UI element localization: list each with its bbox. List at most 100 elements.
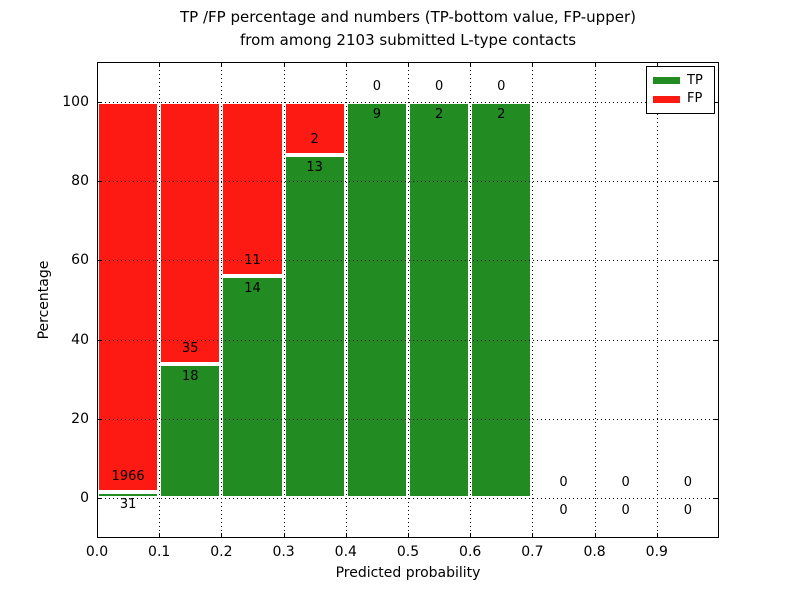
y-tick (97, 101, 102, 103)
y-tick (97, 498, 102, 500)
x-gridline (159, 62, 161, 538)
x-tick (594, 62, 596, 67)
tp-bar-segment (283, 154, 346, 499)
x-gridline (408, 62, 409, 538)
y-tick (97, 260, 102, 262)
legend-fp-label: FP (687, 91, 703, 107)
tp-bar-segment (159, 363, 222, 499)
x-tick-label: 0.7 (521, 544, 544, 560)
y-gridline (97, 181, 719, 182)
x-tick (283, 533, 285, 538)
tp-bar-segment (97, 492, 160, 499)
y-tick-label: 40 (71, 331, 89, 348)
tp-bar-segment (408, 101, 471, 499)
fp-bar-segment (97, 101, 160, 493)
chart-title-line1: TP /FP percentage and numbers (TP-bottom… (180, 8, 636, 26)
y-tick-label: 100 (62, 93, 89, 110)
x-tick (656, 533, 658, 538)
x-gridline (345, 62, 347, 538)
x-tick-label: 0.0 (85, 544, 109, 560)
x-tick-label: 0.9 (645, 544, 668, 560)
x-gridline (221, 62, 223, 538)
x-tick (221, 533, 223, 538)
y-gridline (97, 260, 719, 262)
x-tick (159, 62, 161, 67)
fp-bar-segment (221, 101, 284, 277)
y-tick-label: 80 (71, 173, 89, 189)
x-tick-label: 0.6 (459, 544, 482, 560)
fp-count-label: 0 (372, 78, 382, 94)
tp-count-label: 0 (683, 503, 693, 519)
legend-fp-swatch-icon (653, 95, 680, 103)
x-tick (345, 533, 347, 538)
x-gridline (594, 62, 596, 538)
x-tick (656, 62, 658, 67)
x-gridline (470, 62, 472, 538)
tp-count-label: 0 (559, 503, 568, 519)
x-tick (97, 62, 98, 67)
y-gridline (97, 498, 719, 500)
x-gridline (283, 62, 285, 538)
y-tick (97, 181, 102, 182)
fp-count-label: 0 (434, 78, 444, 94)
legend: TP FP (646, 66, 715, 114)
y-gridline (97, 419, 719, 420)
x-tick (159, 533, 161, 538)
tp-count-label: 2 (497, 106, 506, 122)
tp-count-label: 2 (434, 106, 444, 122)
x-tick-label: 0.2 (210, 544, 233, 560)
y-tick-label: 20 (71, 411, 89, 427)
x-tick (408, 533, 409, 538)
tp-bar-segment (470, 101, 533, 499)
x-tick (532, 62, 534, 67)
tp-count-label: 13 (306, 159, 323, 175)
y-tick (97, 419, 102, 420)
legend-tp-swatch-icon (653, 77, 680, 85)
tp-bar-segment (345, 101, 408, 499)
tp-count-label: 18 (182, 368, 199, 384)
y-tick (714, 260, 719, 262)
fp-count-label: 2 (310, 131, 319, 147)
fp-count-label: 1966 (111, 469, 145, 485)
y-tick (97, 339, 102, 341)
tp-count-label: 31 (119, 497, 137, 513)
x-gridline (656, 62, 658, 538)
x-tick (221, 62, 223, 67)
x-tick-label: 0.4 (334, 544, 357, 560)
x-tick-label: 0.1 (148, 544, 171, 560)
y-tick (714, 419, 719, 420)
tp-count-label: 14 (244, 281, 261, 297)
legend-entry-tp: TP (653, 72, 708, 88)
fp-count-label: 0 (621, 475, 630, 491)
y-gridline (97, 101, 719, 103)
y-tick (714, 181, 719, 182)
x-axis-label: Predicted probability (335, 565, 481, 581)
x-tick (408, 62, 409, 67)
y-axis-label: Percentage (36, 260, 52, 340)
y-tick-label: 60 (71, 252, 89, 269)
y-tick-label: 0 (80, 490, 89, 507)
x-tick-label: 0.3 (272, 544, 295, 560)
y-tick (714, 339, 719, 341)
chart-title-line2: from among 2103 submitted L-type contact… (239, 31, 577, 49)
x-tick (345, 62, 347, 67)
tp-count-label: 0 (621, 503, 630, 519)
x-tick (594, 533, 596, 538)
fp-bar-segment (159, 101, 222, 364)
x-tick (97, 533, 98, 538)
legend-entry-fp: FP (653, 92, 708, 106)
fp-count-label: 0 (559, 475, 568, 491)
y-gridline (97, 339, 719, 341)
fp-count-label: 0 (497, 78, 506, 94)
x-tick (532, 533, 534, 538)
x-tick (283, 62, 285, 67)
x-gridline (532, 62, 534, 538)
y-tick (714, 101, 719, 103)
x-tick-label: 0.5 (396, 544, 420, 560)
tp-count-label: 9 (372, 106, 382, 122)
fp-count-label: 0 (683, 475, 693, 491)
legend-tp-label: TP (687, 72, 703, 88)
x-tick (470, 62, 472, 67)
x-tick (470, 533, 472, 538)
